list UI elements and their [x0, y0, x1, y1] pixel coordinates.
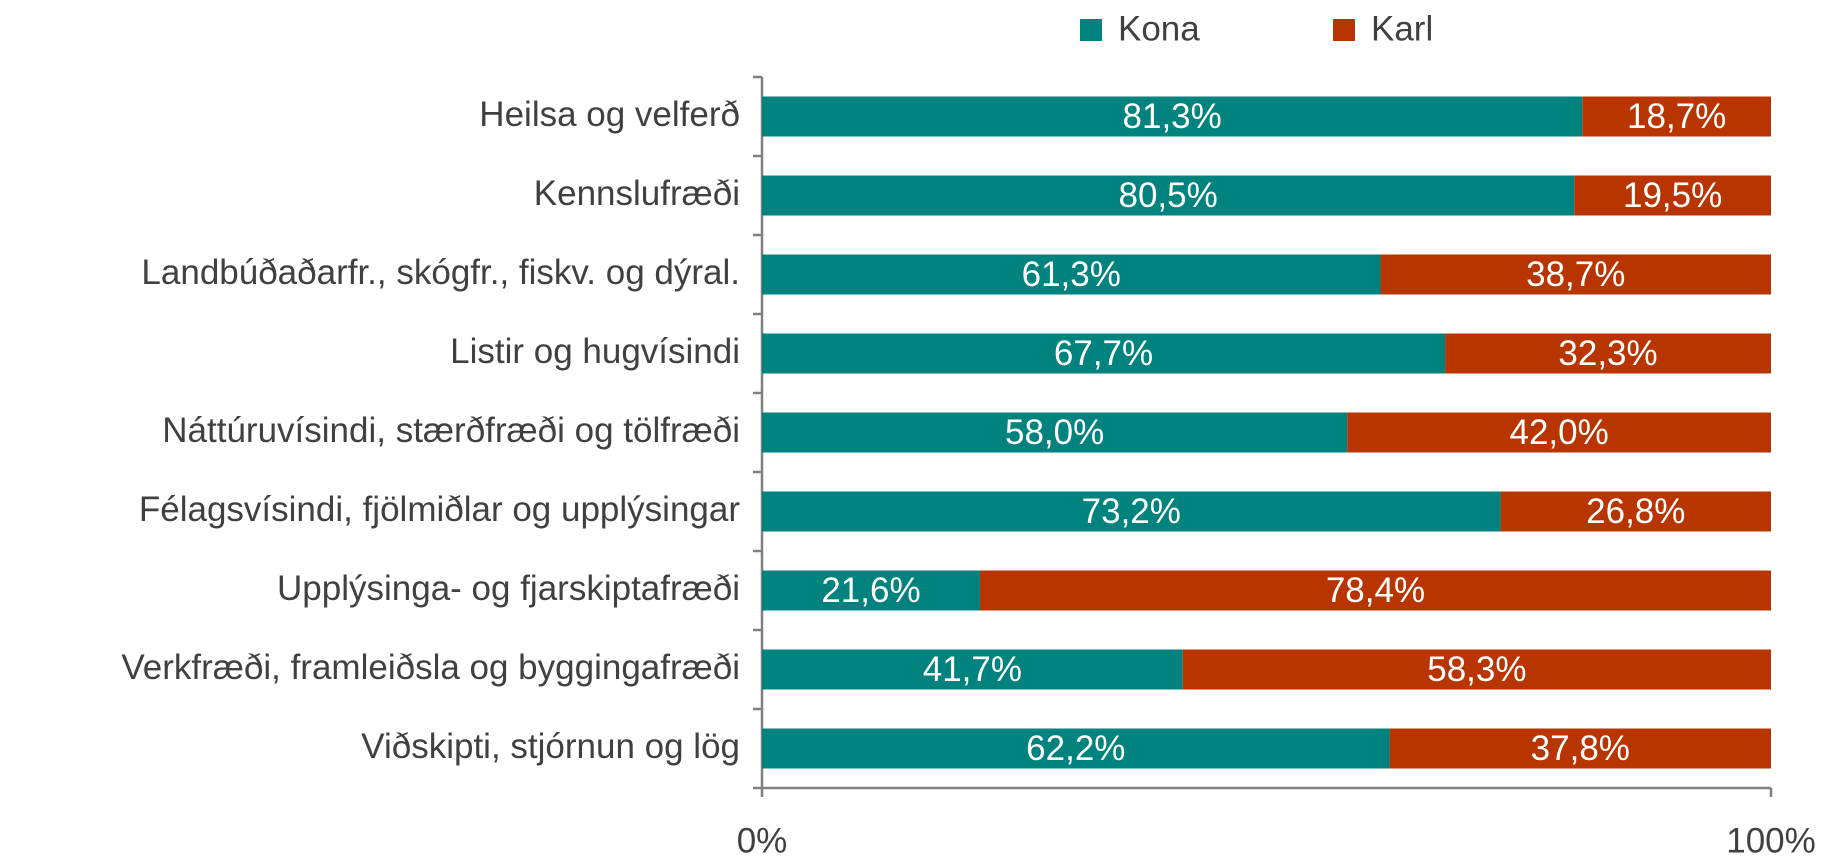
value-label: 42,0%: [1509, 413, 1608, 452]
value-label: 80,5%: [1118, 176, 1217, 215]
category-label: Verkfræði, framleiðsla og byggingafræði: [121, 648, 740, 687]
bar-segment: [1380, 254, 1771, 295]
value-label: 38,7%: [1526, 255, 1625, 294]
bar-segment: [1347, 412, 1771, 453]
bar-segment: [762, 491, 1501, 532]
bar-segment: [1182, 649, 1771, 690]
value-label: 26,8%: [1586, 492, 1685, 531]
category-label: Landbúðaðarfr., skógfr., fiskv. og dýral…: [141, 253, 740, 292]
value-label: 32,3%: [1558, 334, 1657, 373]
value-label: 81,3%: [1123, 97, 1222, 136]
x-tick-label: 0%: [737, 821, 788, 859]
x-tick-label: 100%: [1726, 821, 1816, 859]
bar-segment: [1500, 491, 1771, 532]
value-label: 61,3%: [1022, 255, 1121, 294]
bar-segment: [762, 175, 1575, 216]
value-label: 18,7%: [1627, 97, 1726, 136]
bar-segment: [979, 570, 1771, 611]
category-label: Kennslufræði: [534, 174, 740, 213]
bar-segment: [1389, 728, 1771, 769]
legend-label: Karl: [1371, 9, 1433, 48]
bar-segment: [1582, 96, 1771, 137]
value-label: 21,6%: [821, 571, 920, 610]
category-label: Viðskipti, stjórnun og lög: [361, 727, 740, 766]
value-label: 78,4%: [1326, 571, 1425, 610]
bar-segment: [762, 333, 1446, 374]
value-label: 73,2%: [1082, 492, 1181, 531]
value-label: 41,7%: [923, 650, 1022, 689]
bar-segment: [762, 412, 1348, 453]
bar-segment: [762, 728, 1390, 769]
bar-segment: [762, 254, 1381, 295]
value-label: 67,7%: [1054, 334, 1153, 373]
bar-segment: [762, 570, 980, 611]
bar-segment: [762, 96, 1583, 137]
legend-swatch: [1333, 19, 1355, 41]
value-label: 19,5%: [1623, 176, 1722, 215]
bar-segment: [762, 649, 1183, 690]
value-label: 58,0%: [1005, 413, 1104, 452]
bar-segment: [1445, 333, 1771, 374]
value-label: 58,3%: [1427, 650, 1526, 689]
category-label: Félagsvísindi, fjölmiðlar og upplýsingar: [139, 490, 740, 529]
value-label: 62,2%: [1026, 729, 1125, 768]
category-label: Heilsa og velferð: [479, 95, 740, 134]
category-label: Náttúruvísindi, stærðfræði og tölfræði: [162, 411, 740, 450]
category-label: Listir og hugvísindi: [450, 332, 740, 371]
legend-label: Kona: [1118, 9, 1200, 48]
category-label: Upplýsinga- og fjarskiptafræði: [277, 569, 740, 608]
bar-segment: [1574, 175, 1771, 216]
legend-swatch: [1080, 19, 1102, 41]
value-label: 37,8%: [1531, 729, 1630, 768]
